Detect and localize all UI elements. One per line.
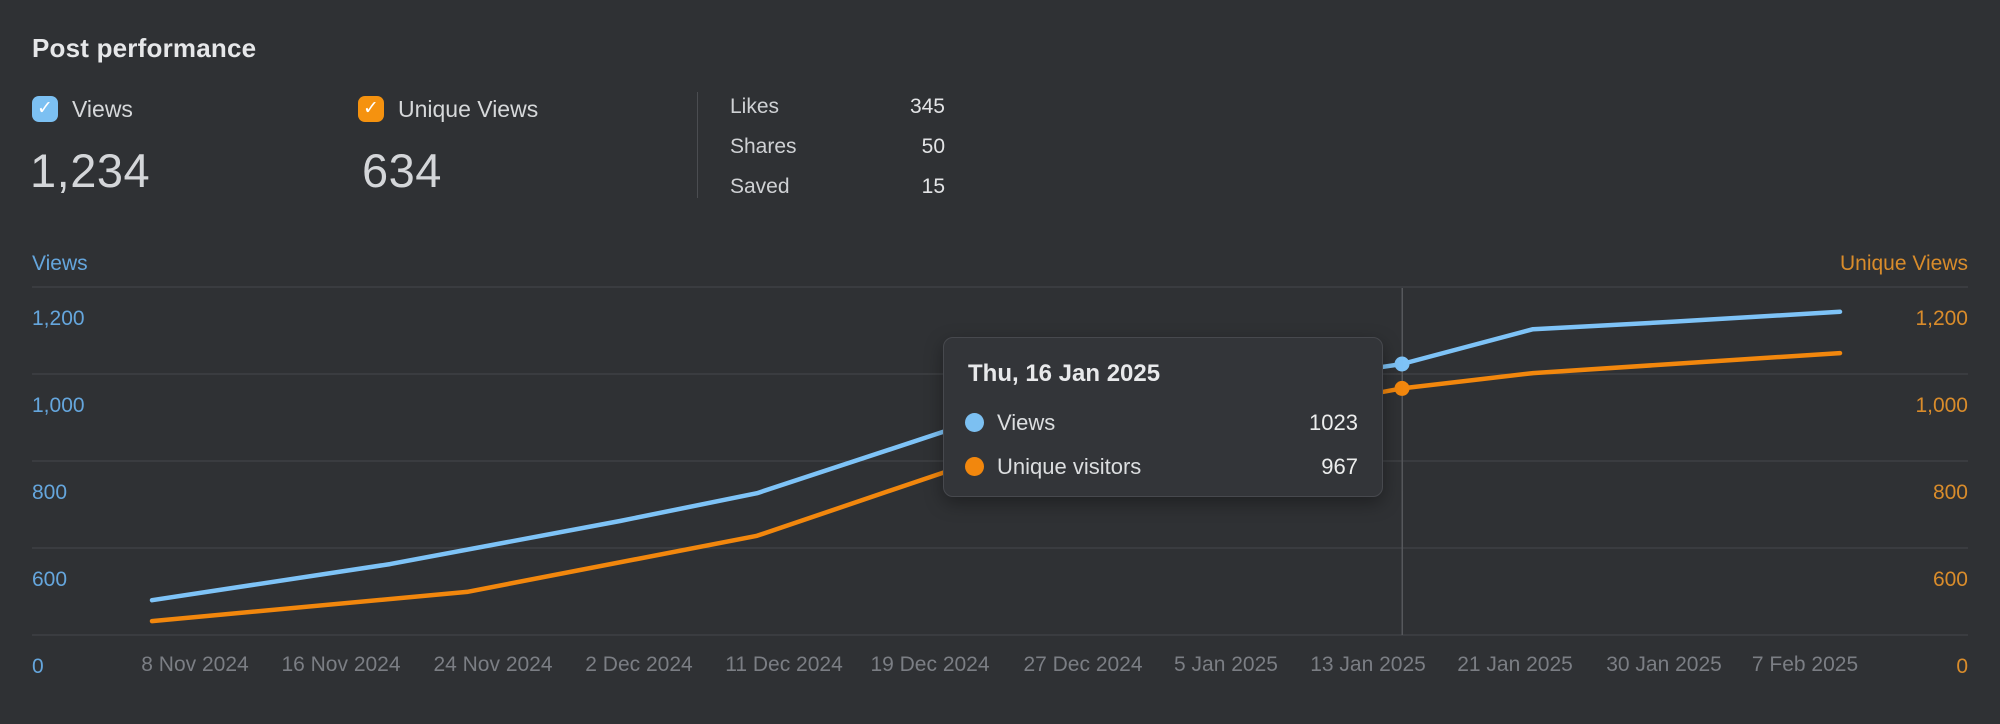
metric-views-toggle[interactable]: ✓ Views: [32, 95, 133, 123]
tooltip-row-label: Views: [997, 410, 1056, 435]
stat-label: Likes: [730, 95, 780, 118]
metric-views-value: 1,234: [30, 144, 151, 197]
x-axis-label: 27 Dec 2024: [1023, 653, 1143, 676]
y-axis-label-right: 800: [1932, 481, 1968, 504]
x-axis-label: 11 Dec 2024: [725, 653, 843, 676]
y-axis-label-left: 1,000: [32, 394, 85, 417]
checkmark-icon: ✓: [363, 97, 379, 119]
x-axis-label: 30 Jan 2025: [1606, 653, 1722, 676]
y-axis-label-left: 1,200: [32, 307, 85, 330]
x-axis-label: 16 Nov 2024: [281, 653, 401, 676]
stat-value: 15: [921, 175, 945, 198]
left-axis-title: Views: [32, 252, 88, 275]
y-axis-label-right: 1,200: [1915, 307, 1968, 330]
stat-label: Shares: [730, 135, 797, 158]
right-axis-title: Unique Views: [1839, 252, 1968, 275]
y-axis-label-left: 0: [32, 655, 44, 678]
views-dot-icon: [965, 413, 984, 432]
tooltip-row: Views 1023: [944, 410, 1382, 436]
y-axis-label-right: 1,000: [1915, 394, 1968, 417]
x-axis-label: 21 Jan 2025: [1457, 653, 1573, 676]
tooltip-row-label: Unique visitors: [997, 454, 1142, 479]
stat-value: 50: [921, 135, 945, 158]
stat-row: Likes 345: [730, 95, 945, 119]
stat-label: Saved: [730, 175, 790, 198]
y-axis-label-left: 600: [32, 568, 68, 591]
stat-row: Shares 50: [730, 135, 945, 159]
metric-unique-views-checkbox[interactable]: ✓: [358, 96, 384, 122]
x-axis-label: 7 Feb 2025: [1751, 653, 1859, 676]
tooltip-row: Unique visitors 967: [944, 454, 1382, 480]
metric-views-checkbox[interactable]: ✓: [32, 96, 58, 122]
chart-tooltip: Thu, 16 Jan 2025 Views 1023 Unique visitor…: [943, 337, 1383, 497]
views-point[interactable]: [1394, 356, 1410, 372]
page-title: Post performance: [32, 33, 257, 63]
unique-visitors-dot-icon: [965, 457, 984, 476]
stat-value: 345: [909, 95, 945, 118]
stat-row: Saved 15: [730, 175, 945, 199]
tooltip-row-value: 967: [1321, 454, 1358, 479]
stats-divider: [697, 92, 698, 198]
x-axis-label: 24 Nov 2024: [433, 653, 553, 676]
x-axis-label: 5 Jan 2025: [1174, 653, 1278, 676]
unique-views-point[interactable]: [1394, 380, 1410, 396]
x-axis-label: 2 Dec 2024: [585, 653, 693, 676]
x-axis-label: 13 Jan 2025: [1310, 653, 1426, 676]
x-axis-label: 8 Nov 2024: [141, 653, 249, 676]
checkmark-icon: ✓: [37, 97, 53, 119]
y-axis-label-left: 800: [32, 481, 68, 504]
tooltip-date: Thu, 16 Jan 2025: [968, 360, 1161, 387]
y-axis-label-right: 0: [1956, 655, 1968, 678]
metric-unique-views-label: Unique Views: [398, 95, 539, 122]
y-axis-label-right: 600: [1932, 568, 1968, 591]
metric-unique-views-toggle[interactable]: ✓ Unique Views: [358, 95, 538, 123]
tooltip-row-value: 1023: [1309, 410, 1358, 435]
metric-views-label: Views: [72, 95, 133, 122]
metric-unique-views-value: 634: [362, 144, 442, 197]
x-axis-label: 19 Dec 2024: [870, 653, 990, 676]
